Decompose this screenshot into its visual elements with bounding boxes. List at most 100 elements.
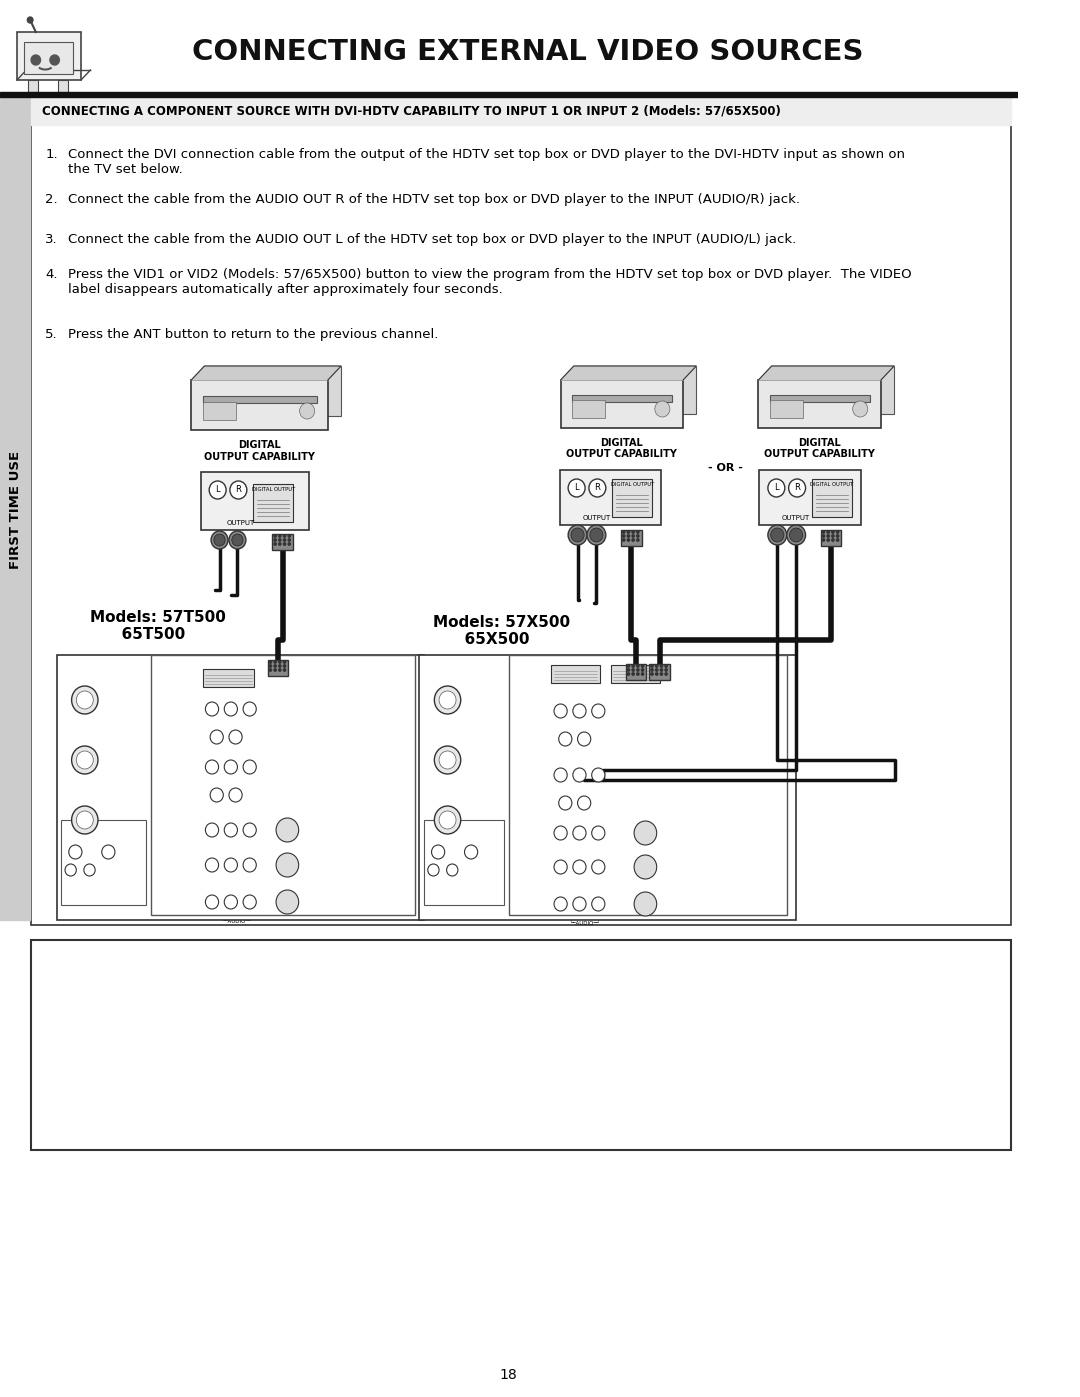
Text: OUTPUT: OUTPUT [582, 515, 610, 521]
Text: ◄: ◄ [301, 901, 309, 911]
Bar [649, 664, 670, 680]
Text: 3.: 3. [45, 233, 58, 246]
Circle shape [225, 895, 238, 909]
Text: ANT B: ANT B [68, 802, 89, 807]
Text: INPUT 3: INPUT 3 [156, 821, 183, 828]
Circle shape [622, 535, 625, 538]
Bar [821, 529, 841, 546]
Text: Connect the cable from the AUDIO OUT R of the HDTV set top box or DVD player to : Connect the cable from the AUDIO OUT R o… [68, 193, 800, 205]
Circle shape [447, 863, 458, 876]
Circle shape [434, 746, 461, 774]
Circle shape [65, 863, 77, 876]
Circle shape [283, 661, 286, 664]
Circle shape [827, 539, 829, 541]
Circle shape [660, 673, 662, 675]
Circle shape [214, 534, 226, 546]
Circle shape [568, 479, 585, 497]
Text: ◄: ◄ [660, 833, 667, 842]
Bar [572, 400, 605, 418]
Circle shape [71, 746, 98, 774]
Text: 1.: 1. [94, 951, 106, 965]
Text: └─AUDIO─┘: └─AUDIO─┘ [570, 921, 600, 926]
Text: CONNECTING EXTERNAL VIDEO SOURCES: CONNECTING EXTERNAL VIDEO SOURCES [192, 38, 863, 66]
Circle shape [568, 525, 588, 545]
Circle shape [651, 665, 653, 668]
Circle shape [558, 796, 572, 810]
Circle shape [642, 673, 644, 675]
Text: CENTER
IN: CENTER IN [94, 902, 116, 912]
Circle shape [578, 732, 591, 746]
Text: NOTES:: NOTES: [48, 951, 99, 965]
Circle shape [622, 539, 625, 541]
Text: OUTPUT: OUTPUT [226, 520, 255, 527]
Circle shape [229, 731, 242, 745]
Circle shape [243, 823, 256, 837]
Circle shape [572, 704, 586, 718]
Circle shape [225, 760, 238, 774]
Bar [204, 366, 341, 416]
Text: CONNECTING A COMPONENT SOURCE WITH DVI-HDTV CAPABILITY TO INPUT 1 OR INPUT 2 (Mo: CONNECTING A COMPONENT SOURCE WITH DVI-H… [42, 105, 781, 117]
Bar [31, 96, 1011, 124]
Circle shape [225, 858, 238, 872]
Text: - OR -: - OR - [708, 462, 743, 474]
Circle shape [279, 539, 281, 541]
Text: FIRST TIME USE: FIRST TIME USE [9, 451, 22, 569]
Polygon shape [561, 366, 697, 380]
Circle shape [651, 673, 653, 675]
Text: 3.: 3. [94, 1025, 106, 1038]
Circle shape [632, 539, 634, 541]
Circle shape [622, 531, 625, 534]
Text: INPUT 1: INPUT 1 [513, 698, 541, 705]
Bar [612, 479, 652, 517]
Bar [772, 366, 894, 414]
Bar [191, 380, 328, 430]
Circle shape [31, 54, 41, 66]
Circle shape [656, 673, 658, 675]
Bar [610, 665, 660, 683]
Circle shape [771, 528, 784, 542]
Circle shape [279, 661, 281, 664]
Circle shape [558, 732, 572, 746]
Text: INPUT 4: INPUT 4 [513, 859, 541, 865]
Bar [58, 80, 68, 92]
Text: R: R [594, 483, 600, 493]
Bar [203, 669, 255, 687]
Circle shape [288, 535, 291, 538]
Text: Models: 57T500
      65T500: Models: 57T500 65T500 [90, 610, 226, 643]
Circle shape [283, 543, 286, 545]
Circle shape [211, 531, 228, 549]
Text: Completely insert the connection cord plugs when connecting to rear panel jacks.: Completely insert the connection cord pl… [122, 951, 788, 981]
Text: R   (MONO)/L: R (MONO)/L [210, 781, 244, 787]
Text: ◄: ◄ [660, 866, 667, 876]
Circle shape [637, 673, 639, 675]
Bar [56, 655, 424, 921]
Text: Models: 57X500
      65X500: Models: 57X500 65X500 [433, 615, 570, 647]
Circle shape [632, 673, 634, 675]
Text: 1.: 1. [45, 148, 58, 161]
Text: Y: Y [264, 671, 268, 675]
Circle shape [283, 665, 286, 668]
Circle shape [634, 855, 657, 879]
Bar [0, 96, 30, 921]
Text: 2.: 2. [45, 193, 58, 205]
Text: OUTPUT CAPABILITY: OUTPUT CAPABILITY [566, 448, 677, 460]
Text: Connect the cable from the AUDIO OUT L of the HDTV set top box or DVD player to : Connect the cable from the AUDIO OUT L o… [68, 233, 796, 246]
Circle shape [50, 54, 59, 66]
Text: ANT A: ANT A [68, 680, 89, 686]
Circle shape [637, 535, 639, 538]
Circle shape [279, 669, 281, 671]
Circle shape [77, 812, 93, 828]
Text: DIGITAL OUTPUT: DIGITAL OUTPUT [252, 488, 295, 492]
Circle shape [660, 669, 662, 671]
Circle shape [592, 897, 605, 911]
Text: IR
BLASTER: IR BLASTER [64, 882, 89, 893]
Text: ANT B: ANT B [431, 802, 451, 807]
Circle shape [853, 401, 867, 416]
Text: TO
CONVERTER: TO CONVERTER [66, 740, 108, 753]
Circle shape [788, 479, 806, 497]
Circle shape [571, 528, 584, 542]
Circle shape [822, 539, 825, 541]
Bar [812, 479, 852, 517]
Circle shape [837, 535, 839, 538]
Bar [25, 42, 73, 74]
